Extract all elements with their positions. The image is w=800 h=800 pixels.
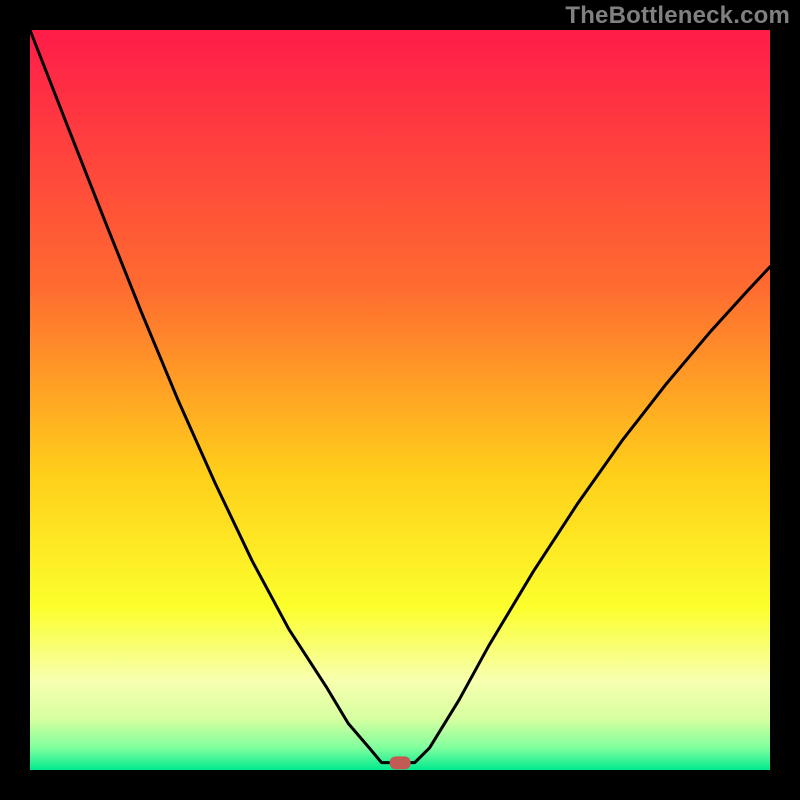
- chart-svg: [0, 0, 800, 800]
- watermark-text: TheBottleneck.com: [565, 2, 790, 30]
- chart-stage: TheBottleneck.com: [0, 0, 800, 800]
- optimum-marker: [390, 756, 411, 769]
- gradient-background: [30, 30, 770, 770]
